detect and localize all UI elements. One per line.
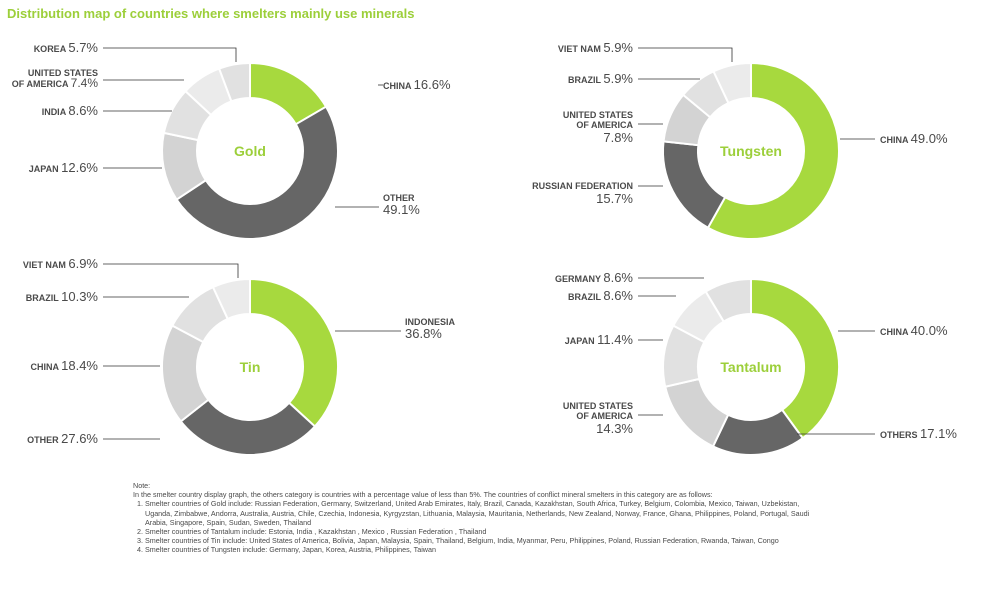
label-china: CHINA 49.0%: [840, 131, 948, 146]
label-china: CHINA 40.0%: [838, 323, 948, 338]
label-germany: GERMANY 8.6%: [555, 270, 704, 285]
slice-indonesia: [249, 277, 339, 428]
slice-name: RUSSIAN FEDERATION: [532, 181, 633, 191]
slice-viet-nam: [211, 277, 251, 321]
label-china: CHINA 16.6%: [378, 77, 451, 92]
slice-name: OF AMERICA 7.4%: [12, 76, 99, 90]
slice-name: VIET NAM 5.9%: [558, 40, 634, 55]
slice-name: OTHER 27.6%: [27, 431, 98, 446]
slice-name: OF AMERICA: [576, 120, 633, 130]
note-item-tantalum: Smelter countries of Tantalum include: E…: [145, 527, 823, 536]
slice-name: JAPAN 12.6%: [29, 160, 99, 175]
slice-united-states-of-america: [664, 377, 730, 448]
slice-name: BRAZIL 5.9%: [568, 71, 633, 86]
slice-value: 36.8%: [405, 326, 442, 341]
slice-name: INDONESIA: [405, 317, 456, 327]
slice-other: [175, 105, 339, 240]
label-brazil: BRAZIL 8.6%: [568, 288, 676, 303]
notes-list: Smelter countries of Gold include: Russi…: [133, 499, 823, 554]
slice-value: 49.1%: [383, 202, 420, 217]
label-brazil: BRAZIL 10.3%: [26, 289, 189, 304]
notes: Note: In the smelter country display gra…: [133, 481, 823, 555]
slice-name: BRAZIL 8.6%: [568, 288, 633, 303]
slice-name: VIET NAM 6.9%: [23, 256, 99, 271]
note-item-gold: Smelter countries of Gold include: Russi…: [145, 499, 823, 527]
center-label: Tungsten: [720, 143, 782, 159]
slice-value: 15.7%: [596, 191, 633, 206]
center-label: Tin: [240, 359, 261, 375]
slice-name: BRAZIL 10.3%: [26, 289, 99, 304]
slice-name: GERMANY 8.6%: [555, 270, 633, 285]
slice-name: UNITED STATES: [563, 401, 633, 411]
label-brazil: BRAZIL 5.9%: [568, 71, 700, 86]
label-others: OTHERS 17.1%: [797, 426, 957, 441]
slice-value: 7.8%: [603, 130, 633, 145]
slice-name: CHINA 49.0%: [880, 131, 948, 146]
label-viet-nam: VIET NAM 6.9%: [23, 256, 239, 278]
label-korea: KOREA 5.7%: [34, 40, 237, 62]
center-label: Gold: [234, 143, 266, 159]
notes-intro: In the smelter country display graph, th…: [133, 490, 713, 500]
slice-china: [750, 277, 840, 440]
slice-name: JAPAN 11.4%: [565, 332, 634, 347]
slice-value: 14.3%: [596, 421, 633, 436]
slice-name: UNITED STATES: [28, 68, 98, 78]
label-viet-nam: VIET NAM 5.9%: [558, 40, 733, 62]
label-other: OTHER 27.6%: [27, 431, 160, 446]
slice-russian-federation: [662, 140, 727, 230]
label-india: INDIA 8.6%: [42, 103, 172, 118]
slice-name: KOREA 5.7%: [34, 40, 99, 55]
slice-name: OTHERS 17.1%: [880, 426, 957, 441]
page-title: Distribution map of countries where smel…: [7, 6, 415, 21]
slice-name: OTHER: [383, 193, 415, 203]
label-japan: JAPAN 11.4%: [565, 332, 663, 347]
notes-heading: Note:: [133, 481, 151, 490]
slice-name: UNITED STATES: [563, 110, 633, 120]
label-japan: JAPAN 12.6%: [29, 160, 162, 175]
slice-korea: [217, 61, 251, 103]
center-label: Tantalum: [720, 359, 781, 375]
slice-name: CHINA 18.4%: [30, 358, 98, 373]
slice-germany: [704, 277, 752, 323]
label-china: CHINA 18.4%: [30, 358, 160, 373]
slice-viet-nam: [712, 61, 752, 105]
slice-name: INDIA 8.6%: [42, 103, 99, 118]
donut-tantalum: Tantalum CHINA 40.0% OTHERS 17.1% UNITED ST…: [555, 270, 957, 456]
slice-other: [179, 398, 317, 456]
slice-name: CHINA 40.0%: [880, 323, 948, 338]
slice-name: CHINA 16.6%: [383, 77, 451, 92]
note-item-tin: Smelter countries of Tin include: United…: [145, 536, 823, 545]
donut-tungsten: Tungsten CHINA 49.0% RUSSIAN FEDERATION15.…: [532, 40, 948, 240]
slice-name: OF AMERICA: [576, 411, 633, 421]
note-item-tungsten: Smelter countries of Tungsten include: G…: [145, 545, 823, 554]
slice-china: [706, 61, 840, 240]
